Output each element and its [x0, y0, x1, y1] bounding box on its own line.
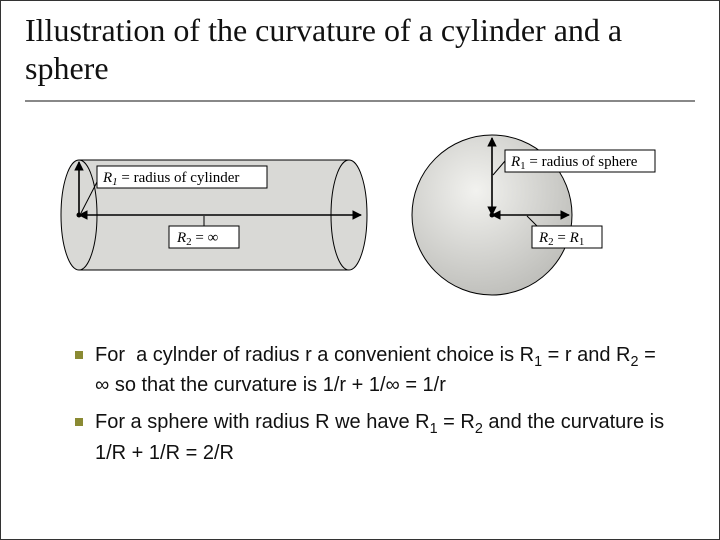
bullet-list: For a cylnder of radius r a convenient c… [75, 342, 675, 467]
sphere-r1-label: R1 = radius of sphere [510, 154, 638, 172]
bullet-icon [75, 351, 83, 359]
list-item: For a sphere with radius R we have R1 = … [75, 409, 675, 466]
bullet-icon [75, 418, 83, 426]
cylinder-r1-label: R1 = radius of cylinder [102, 170, 239, 188]
cylinder-figure: R1 = radius of cylinder R2 = ∞ [59, 130, 379, 300]
list-item: For a cylnder of radius r a convenient c… [75, 342, 675, 399]
bullet-text-1: For a cylnder of radius r a convenient c… [95, 342, 675, 399]
cylinder-r2-label: R2 = ∞ [176, 230, 218, 248]
sphere-figure: R1 = radius of sphere R2 = R1 [397, 130, 657, 300]
bullet-text-2: For a sphere with radius R we have R1 = … [95, 409, 675, 466]
slide: Illustration of the curvature of a cylin… [0, 0, 720, 540]
slide-title: Illustration of the curvature of a cylin… [25, 11, 695, 102]
sphere-r2-label: R2 = R1 [538, 230, 584, 248]
figure-row: R1 = radius of cylinder R2 = ∞ [59, 130, 695, 300]
cylinder-svg: R1 = radius of cylinder R2 = ∞ [59, 130, 379, 300]
sphere-svg: R1 = radius of sphere R2 = R1 [397, 130, 657, 300]
